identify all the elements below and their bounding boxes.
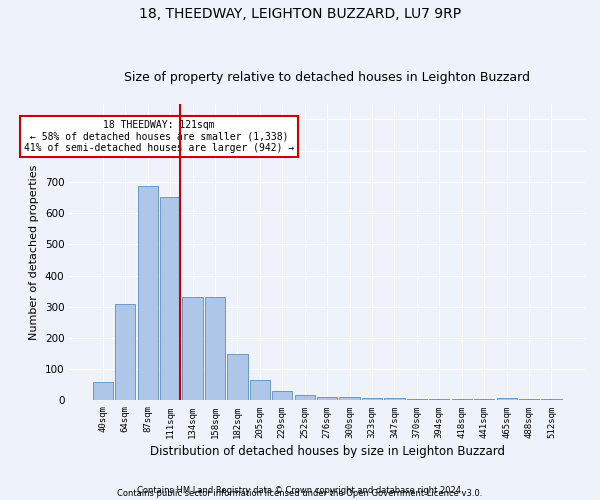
Bar	[115, 304, 136, 400]
Bar	[317, 396, 337, 400]
Text: 18 THEEDWAY: 121sqm
← 58% of detached houses are smaller (1,338)
41% of semi-det: 18 THEEDWAY: 121sqm ← 58% of detached ho…	[24, 120, 294, 153]
Bar	[205, 298, 225, 401]
Text: 18, THEEDWAY, LEIGHTON BUZZARD, LU7 9RP: 18, THEEDWAY, LEIGHTON BUZZARD, LU7 9RP	[139, 8, 461, 22]
Bar	[429, 399, 449, 400]
Text: Contains HM Land Registry data © Crown copyright and database right 2024.: Contains HM Land Registry data © Crown c…	[137, 486, 463, 495]
Bar	[227, 354, 248, 401]
Bar	[295, 395, 315, 400]
Bar	[474, 399, 494, 400]
Bar	[452, 399, 472, 400]
Bar	[160, 198, 180, 400]
Bar	[340, 398, 359, 400]
Bar	[182, 298, 203, 401]
Bar	[272, 391, 292, 400]
Bar	[93, 382, 113, 400]
Bar	[497, 398, 517, 400]
Bar	[407, 399, 427, 400]
Bar	[250, 380, 270, 400]
Bar	[362, 398, 382, 400]
Text: Contains public sector information licensed under the Open Government Licence v3: Contains public sector information licen…	[118, 490, 482, 498]
Bar	[541, 399, 562, 400]
Title: Size of property relative to detached houses in Leighton Buzzard: Size of property relative to detached ho…	[124, 72, 530, 85]
Bar	[385, 398, 404, 400]
Y-axis label: Number of detached properties: Number of detached properties	[29, 164, 39, 340]
X-axis label: Distribution of detached houses by size in Leighton Buzzard: Distribution of detached houses by size …	[149, 444, 505, 458]
Bar	[137, 186, 158, 400]
Bar	[519, 399, 539, 400]
